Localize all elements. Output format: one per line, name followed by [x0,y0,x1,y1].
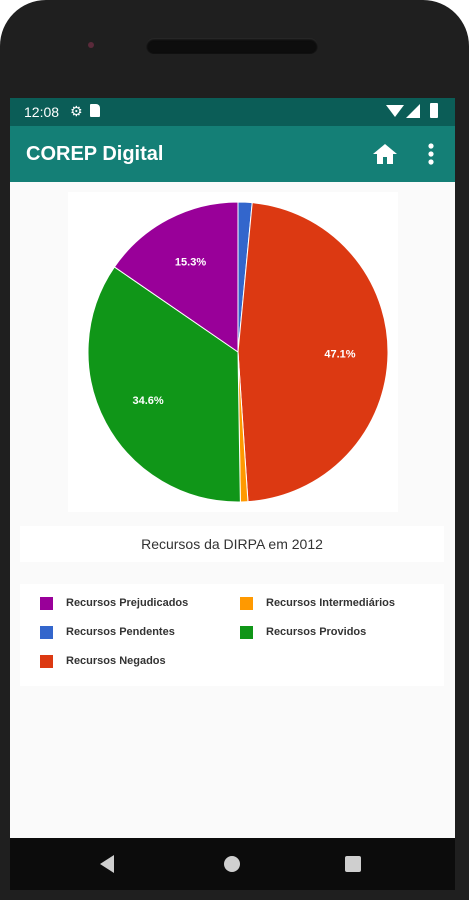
status-time: 12:08 [24,104,60,120]
chart-title: Recursos da DIRPA em 2012 [20,526,444,562]
legend-label: Recursos Pendentes [66,626,175,638]
pie-chart: 47.1% 34.6% 15.3% [87,201,389,503]
sd-card-icon [90,104,100,117]
pie-slice-recursos-providos[interactable] [87,266,241,503]
back-icon[interactable] [100,855,114,873]
pie-chart-card: 47.1% 34.6% 15.3% [68,192,398,512]
legend-label: Recursos Intermediários [266,597,395,609]
app-bar: COREP Digital [10,126,455,182]
earpiece-speaker [146,38,318,54]
battery-icon [430,103,438,118]
chart-legend: Recursos Prejudicados Recursos Intermedi… [20,584,444,686]
recents-icon[interactable] [345,856,361,872]
legend-swatch [40,626,53,639]
legend-swatch [40,655,53,668]
settings-icon: ⚙ [70,103,83,119]
app-screen: 12:08 ⚙ COREP Digital 47.1% 34.6% 15.3% Re… [10,98,455,838]
status-bar: 12:08 ⚙ [10,98,455,126]
home-nav-icon[interactable] [224,856,240,872]
more-vert-icon[interactable] [422,140,440,168]
wifi-icon [386,105,404,117]
home-icon[interactable] [372,142,398,166]
legend-label: Recursos Providos [266,626,367,638]
legend-swatch [40,597,53,610]
pie-slice-label: 47.1% [324,348,355,360]
legend-swatch [240,626,253,639]
pie-slice-label: 34.6% [132,395,163,407]
front-camera [88,42,94,48]
legend-swatch [240,597,253,610]
content-area: 47.1% 34.6% 15.3% Recursos da DIRPA em 201… [10,182,455,838]
pie-slice-recursos-prejudicados[interactable] [113,201,239,353]
app-title: COREP Digital [26,143,164,165]
pie-slice-label: 15.3% [175,257,206,269]
system-nav-bar [10,838,455,890]
pie-slice-recursos-negados[interactable] [237,202,389,503]
legend-label: Recursos Negados [66,655,166,667]
signal-icon [406,104,420,118]
legend-label: Recursos Prejudicados [66,597,189,609]
